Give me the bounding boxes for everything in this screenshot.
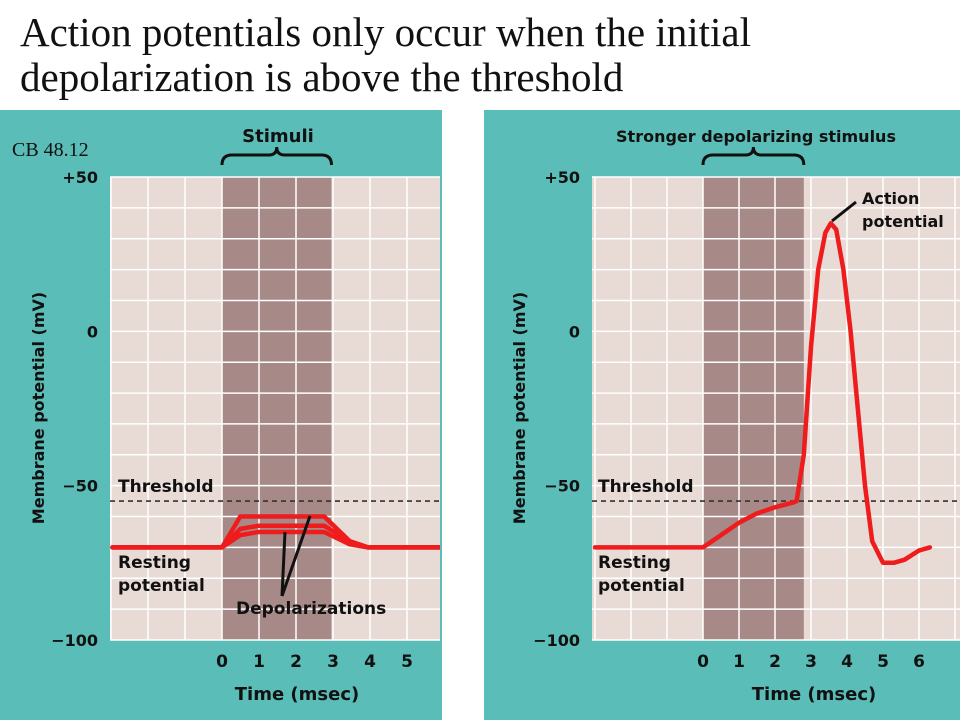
x-tick-label: 0 [697, 652, 709, 672]
left-bracket-label: Stimuli [242, 126, 314, 147]
y-tick-label: 0 [87, 322, 98, 341]
right-membrane-trace-1 [592, 221, 933, 566]
right-stimulus-band [703, 177, 804, 640]
x-tick-label: 5 [877, 652, 889, 672]
left-panel: +50 0 −50 −100 0 1 2 3 4 5 Stimuli CB 48.12 Thre… [0, 110, 442, 720]
slide-title: Action potentials only occur when the in… [20, 10, 950, 100]
left-stimulus-bracket [220, 146, 333, 166]
right-action-label-1: Action [862, 189, 919, 208]
y-tick-label: −100 [533, 631, 580, 650]
left-threshold-label: Threshold [118, 477, 214, 497]
y-tick-label: −50 [544, 477, 580, 496]
title-line-2: depolarization is above the threshold [20, 54, 624, 100]
left-annotation-pointer-1 [280, 531, 287, 597]
left-resting-label-2: potential [118, 576, 205, 596]
left-y-tick-labels: +50 0 −50 −100 [51, 168, 98, 650]
left-resting-label-1: Resting [118, 553, 191, 573]
left-depolarizations-label: Depolarizations [236, 599, 386, 619]
x-tick-label: 3 [327, 652, 339, 672]
left-annotation-pointer-2 [280, 515, 312, 597]
x-tick-label: 2 [769, 652, 781, 672]
y-tick-label: −50 [62, 477, 98, 496]
right-y-tick-labels: +50 0 −50 −100 [533, 168, 580, 650]
title-line-1: Action potentials only occur when the in… [20, 9, 751, 55]
right-resting-label-2: potential [598, 576, 685, 596]
y-tick-label: 0 [569, 322, 580, 341]
x-tick-label: 0 [216, 652, 228, 672]
right-y-axis-title: Membrane potential (mV) [510, 292, 529, 524]
y-tick-label: −100 [51, 631, 98, 650]
left-stimulus-band [222, 177, 332, 640]
y-tick-label: +50 [544, 168, 580, 187]
x-tick-label: 6 [913, 652, 925, 672]
right-x-axis-title: Time (msec) [752, 684, 876, 705]
left-x-tick-labels: 0 1 2 3 4 5 [216, 652, 413, 672]
right-x-tick-labels: 0 1 2 3 4 5 6 [697, 652, 925, 672]
right-action-label-2: potential [862, 212, 944, 231]
right-resting-label-1: Resting [598, 553, 671, 573]
x-tick-label: 1 [733, 652, 745, 672]
right-stimulus-bracket [701, 146, 806, 166]
x-tick-label: 3 [805, 652, 817, 672]
x-tick-label: 4 [364, 652, 376, 672]
x-tick-label: 1 [253, 652, 265, 672]
x-tick-label: 4 [841, 652, 853, 672]
left-credit: CB 48.12 [12, 139, 89, 161]
right-bracket-label: Stronger depolarizing stimulus [616, 127, 896, 146]
left-x-axis-title: Time (msec) [235, 684, 359, 705]
left-y-axis-title: Membrane potential (mV) [29, 292, 48, 524]
left-traces [110, 514, 440, 550]
right-grid [592, 176, 960, 641]
right-threshold-label: Threshold [598, 477, 694, 497]
left-membrane-trace-3 [110, 529, 440, 550]
right-annotation-pointer [831, 200, 857, 223]
figure: +50 0 −50 −100 0 1 2 3 4 5 Stimuli CB 48.12 Thre… [0, 110, 960, 720]
y-tick-label: +50 [62, 168, 98, 187]
x-tick-label: 2 [290, 652, 302, 672]
x-tick-label: 5 [401, 652, 413, 672]
right-panel: +50 0 −50 −100 0 1 2 3 4 5 6 Stronger depolarizin… [484, 110, 960, 720]
left-grid [110, 176, 440, 641]
right-traces [592, 221, 933, 566]
